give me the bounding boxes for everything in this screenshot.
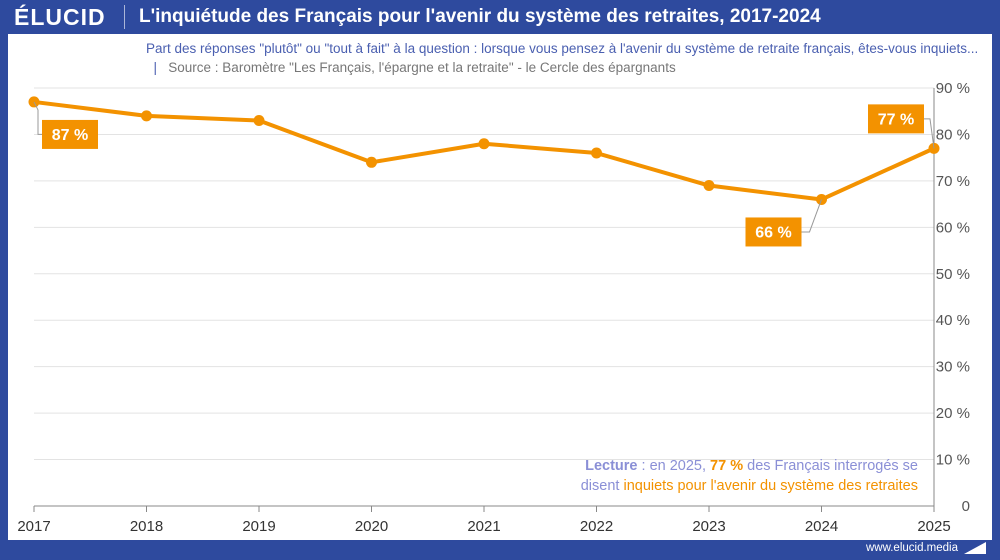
x-tick-label: 2022 [580,518,613,535]
y-tick-label: 40 % [936,312,970,329]
y-tick-label: 0 [962,498,970,515]
x-tick-label: 2020 [355,518,388,535]
data-point [591,147,602,159]
annotation-leader [33,101,42,135]
reading-note-line2-highlight: inquiets pour l'avenir du système des re… [623,478,918,494]
series-line [33,99,935,202]
reading-note-line2-prefix: disent [580,478,624,494]
header-bar: ÉLUCID L'inquiétude des Français pour l'… [0,0,1000,34]
x-tick-label: 2019 [242,518,275,535]
chart-title: L'inquiétude des Français pour l'avenir … [139,6,821,27]
annotation-label: 66 % [755,224,791,241]
annotation-label: 87 % [52,127,88,144]
data-point [478,138,490,150]
y-tick-label: 60 % [936,219,970,236]
y-tick-label: 70 % [936,173,970,190]
reading-note: Lecture : en 2025, 77 % des Français int… [581,456,918,496]
y-tick-label: 80 % [936,126,970,143]
data-point [141,110,152,122]
reading-note-part1: : en 2025, [637,458,711,474]
chart-subtitle: Part des réponses "plutôt" ou "tout à fa… [146,39,986,77]
x-tick-label: 2023 [692,518,725,535]
reading-note-value: 77 % [710,458,744,474]
reading-note-part2: des Français interrogés se [743,458,918,474]
subtitle-divider: | [146,60,165,75]
reading-note-line-1: Lecture : en 2025, 77 % des Français int… [581,456,918,476]
y-tick-label: 50 % [936,266,970,283]
y-tick-label: 10 % [936,452,970,469]
header-separator [124,5,125,29]
x-tick-label: 2021 [467,518,500,535]
annotation-box [868,104,924,134]
data-point [703,180,715,192]
data-point [253,115,265,127]
annotation-label: 77 % [878,111,914,128]
annotation-leader [801,199,822,233]
subtitle-question: Part des réponses "plutôt" ou "tout à fa… [146,41,979,56]
x-tick-label: 2018 [130,518,163,535]
y-tick-label: 90 % [936,80,970,97]
annotation-box [745,217,802,247]
x-tick-label: 2024 [805,518,838,535]
x-tick-label: 2025 [917,518,950,535]
elucid-mark-icon [964,542,986,554]
annotation-leader [924,118,935,149]
footer-url[interactable]: www.elucid.media [865,542,958,554]
y-tick-label: 20 % [936,405,970,422]
y-tick-label: 30 % [936,359,970,376]
chart-source: Source : Baromètre "Les Français, l'épar… [168,60,676,75]
elucid-logo: ÉLUCID [14,3,106,30]
annotation-box [42,119,98,149]
reading-note-label: Lecture [585,458,638,474]
data-point [366,156,377,168]
x-tick-label: 2017 [17,518,50,535]
reading-note-line-2: disent inquiets pour l'avenir du système… [581,476,918,496]
